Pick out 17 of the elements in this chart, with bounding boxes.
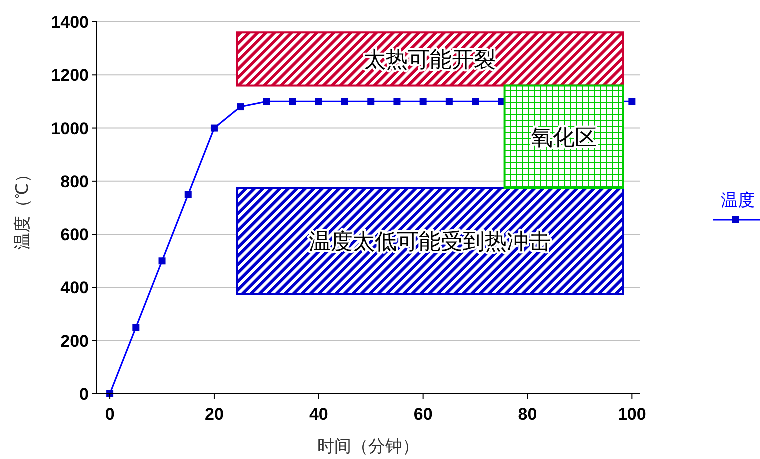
y-tick-label: 400 [60,278,89,298]
y-tick-label: 0 [80,385,89,404]
x-tick-label: 60 [414,405,433,424]
legend: 温度 [713,191,760,224]
x-tick-label: 40 [309,405,328,424]
x-tick-label: 80 [518,405,538,424]
x-tick-label: 0 [105,405,115,424]
y-tick-label: 1400 [51,13,89,32]
x-tick-label: 20 [205,405,224,424]
y-tick-label: 1200 [51,66,89,86]
x-tick-label: 100 [618,405,646,424]
y-axis-title: 温度（℃） [13,166,32,250]
y-tick-label: 600 [60,226,89,245]
y-tick-label: 200 [60,332,89,351]
y-tick-label: 800 [60,172,89,192]
y-tick-label: 1000 [51,119,89,138]
x-axis-title: 时间（分钟） [318,437,420,456]
